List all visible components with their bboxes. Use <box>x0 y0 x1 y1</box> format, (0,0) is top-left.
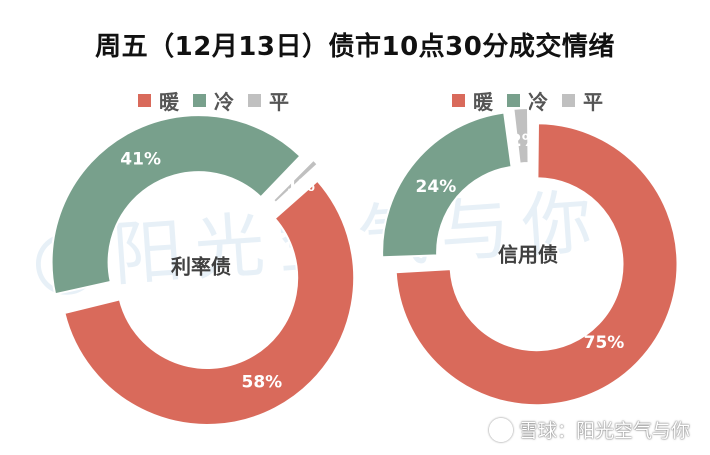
legend-item-flat: 平 <box>562 86 603 115</box>
donut-slice-平 <box>512 107 530 165</box>
donut-center-label: 信用债 <box>498 243 558 267</box>
legend-label-warm: 暖 <box>473 90 493 114</box>
legend-item-warm: 暖 <box>452 86 493 115</box>
legend-item-warm: 暖 <box>138 86 179 115</box>
slice-data-label: 41% <box>120 149 161 169</box>
legend-swatch-cold <box>193 94 206 107</box>
legend-right: 暖 冷 平 <box>452 86 617 115</box>
donut-slice-冷 <box>381 111 513 259</box>
chart-title: 周五（12月13日）债市10点30分成交情绪 <box>95 32 615 62</box>
legend-item-flat: 平 <box>248 86 289 115</box>
legend-swatch-flat <box>248 94 261 107</box>
donut-chart-1: 58% 41% 1% 利率债 <box>50 114 356 426</box>
footer-text: 雪球：阳光空气与你 <box>518 420 690 442</box>
legend-swatch-warm <box>138 94 151 107</box>
donut-slice-平 <box>271 158 320 205</box>
donut-slice-暖 <box>394 122 679 407</box>
donut-slice-冷 <box>50 114 302 296</box>
slice-data-label: 75% <box>584 333 625 353</box>
legend-swatch-warm <box>452 94 465 107</box>
slice-data-label: 24% <box>416 177 457 197</box>
slice-data-label: 1% <box>286 176 315 196</box>
legend-swatch-flat <box>562 94 575 107</box>
footer-credit: 雪球：阳光空气与你 <box>488 416 690 443</box>
legend-label-flat: 平 <box>583 90 603 114</box>
legend-label-flat: 平 <box>269 90 289 114</box>
legend-left: 暖 冷 平 <box>138 86 303 115</box>
donut-slice-暖 <box>63 179 356 426</box>
legend-label-cold: 冷 <box>528 90 548 114</box>
legend-item-cold: 冷 <box>507 86 548 115</box>
legend-label-warm: 暖 <box>159 90 179 114</box>
donut-center-label: 利率债 <box>171 255 231 279</box>
legend-swatch-cold <box>507 94 520 107</box>
legend-label-cold: 冷 <box>214 90 234 114</box>
slice-data-label: 58% <box>241 373 282 393</box>
xueqiu-logo-icon <box>488 417 513 442</box>
slice-data-label: 2% <box>510 131 539 151</box>
legend-item-cold: 冷 <box>193 86 234 115</box>
donut-chart-2: 75% 24% 2% 信用债 <box>381 107 679 407</box>
